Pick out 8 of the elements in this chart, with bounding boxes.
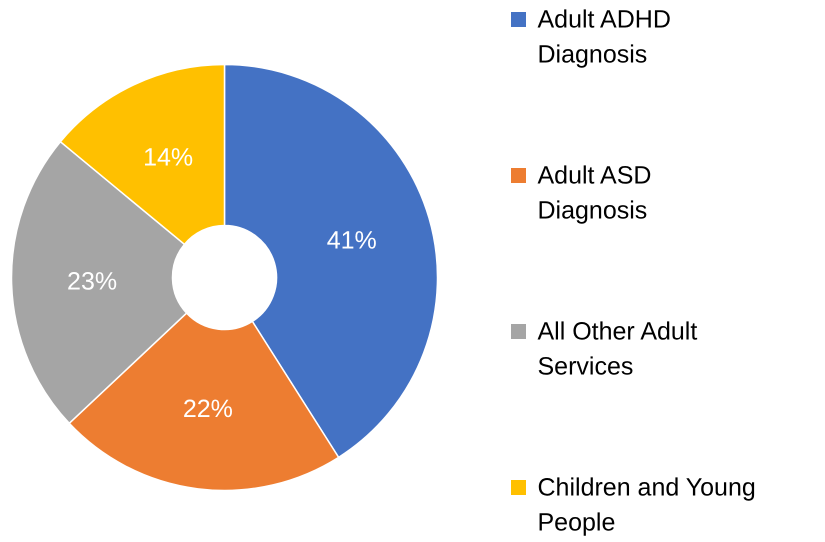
data-label: 22%	[182, 394, 233, 423]
legend-label: Children and Young People	[538, 474, 756, 536]
data-label: 41%	[326, 226, 377, 255]
data-label: 14%	[143, 144, 194, 172]
legend-label: Adult ADHD Diagnosis	[538, 6, 671, 68]
legend-label: Adult ASD Diagnosis	[538, 162, 652, 224]
legend-label: All Other Adult Services	[538, 318, 698, 380]
data-label: 23%	[67, 268, 118, 296]
